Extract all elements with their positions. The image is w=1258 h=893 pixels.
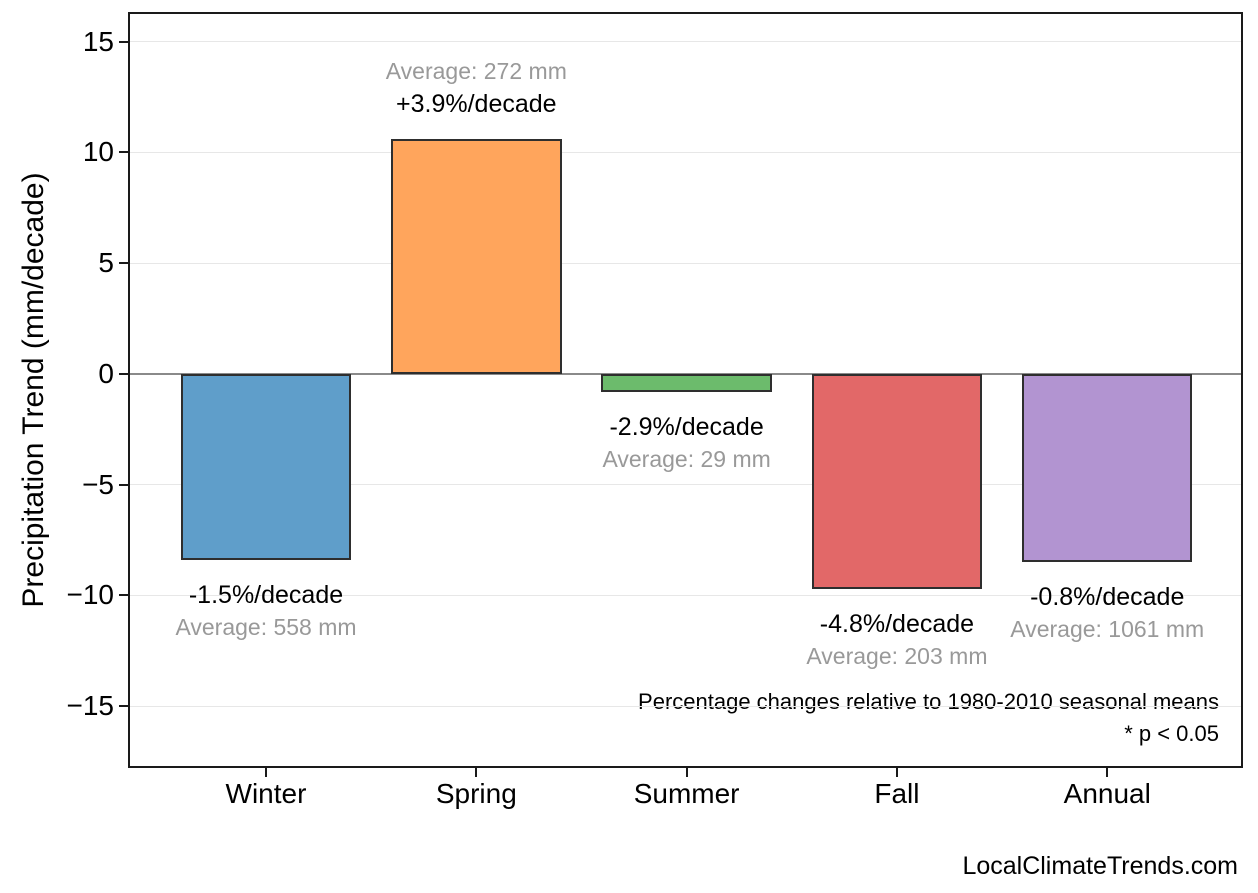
x-tick-mark [264, 768, 267, 777]
x-tick-mark [685, 768, 688, 777]
bar-annual [1022, 373, 1193, 563]
footnote-line1: Percentage changes relative to 1980-2010… [638, 689, 1219, 714]
x-tick-mark [475, 768, 478, 777]
trend-label: -1.5%/decade [188, 581, 344, 609]
trend-label: -0.8%/decade [1030, 583, 1185, 612]
bar-summer [601, 373, 772, 392]
y-tick-mark [119, 705, 128, 708]
x-tick-label-winter: Winter [225, 778, 307, 809]
y-tick-mark [119, 151, 128, 154]
y-tick-label: −15 [66, 690, 115, 722]
x-tick-mark [1106, 768, 1109, 777]
average-label: Average: 29 mm [602, 445, 771, 472]
x-tick-label-fall: Fall [874, 778, 920, 809]
y-tick-mark [119, 594, 128, 597]
plot-area: Percentage changes relative to 1980-2010… [128, 12, 1243, 768]
trend-label: -4.8%/decade [819, 609, 975, 638]
gridline-y-5 [130, 262, 1241, 264]
y-tick-mark [119, 372, 128, 375]
y-tick-label: 15 [82, 25, 114, 57]
gridline-y-15 [130, 41, 1241, 43]
x-tick-label-annual: Annual [1063, 778, 1151, 809]
bar-label-summer: -2.9%/decade Average: 29 mm [507, 410, 867, 475]
trend-label: +3.9%/decade [396, 90, 557, 119]
gridline-y--10 [130, 594, 1241, 596]
bar-label-fall: -4.8%/decade Average: 203 mm [717, 607, 1077, 672]
bar-winter [180, 373, 352, 560]
trend-label: -2.9%/decade [609, 412, 764, 441]
footnote: Percentage changes relative to 1980-2010… [638, 686, 1219, 750]
y-tick-label: 0 [98, 357, 114, 389]
y-tick-mark [119, 262, 128, 265]
y-tick-label: −10 [66, 579, 115, 611]
y-tick-label: 5 [98, 247, 114, 279]
average-label: Average: 272 mm [385, 58, 567, 85]
average-label: Average: 203 mm [806, 642, 988, 669]
y-tick-label: −5 [82, 468, 114, 500]
x-tick-label-summer: Summer [633, 778, 740, 809]
bar-label-winter: -1.5%/decade Average: 558 mm [86, 578, 446, 643]
footnote-line2: * p < 0.05 [1124, 721, 1219, 746]
x-tick-label-spring: Spring [435, 778, 517, 809]
gridline-y-10 [130, 151, 1241, 153]
bar-label-spring: Average: 272 mm +3.9%/decade [296, 56, 656, 121]
bar-fall [811, 373, 983, 589]
y-tick-label: 10 [82, 136, 114, 168]
y-tick-mark [119, 40, 128, 43]
x-tick-mark [895, 768, 898, 777]
average-label: Average: 558 mm [175, 614, 357, 640]
watermark-text: LocalClimateTrends.com [962, 852, 1238, 880]
bar-spring [391, 139, 562, 374]
average-label: Average: 1061 mm [1010, 616, 1205, 643]
y-tick-mark [119, 483, 128, 486]
bar-label-annual: -0.8%/decade Average: 1061 mm [927, 580, 1258, 645]
gridline-y--15 [130, 705, 1241, 707]
gridline-y--5 [130, 484, 1241, 486]
